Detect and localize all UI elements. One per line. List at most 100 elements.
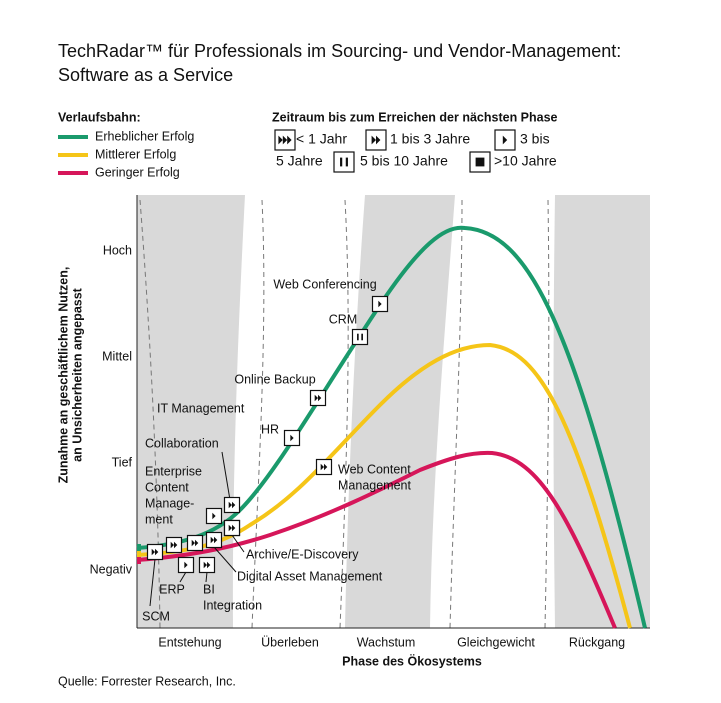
icon-arrow — [195, 539, 199, 547]
icon-arrow — [314, 394, 318, 402]
marker — [137, 557, 141, 564]
technology-label: Management — [338, 478, 411, 492]
technology-label: BI — [203, 582, 215, 596]
marker — [137, 544, 141, 551]
x-label: Überleben — [261, 635, 319, 649]
legend-label: Geringer Erfolg — [95, 165, 180, 179]
icon-arrow — [207, 561, 211, 569]
technology-label: Content — [145, 480, 189, 494]
icon-arrow — [318, 394, 322, 402]
icon-square — [475, 157, 485, 167]
x-label: Entstehung — [158, 635, 221, 649]
technology-label: Archive/E-Discovery — [246, 547, 359, 561]
icon-arrow — [376, 135, 381, 145]
y-axis-title: an Unsicherheiten angepasst — [70, 287, 84, 462]
technology-label: Digital Asset Management — [237, 569, 383, 583]
technology-label: CRM — [329, 312, 357, 326]
icon-box — [333, 151, 355, 173]
leader-line — [149, 558, 156, 607]
icon-arrow — [287, 135, 292, 145]
time-legend-label: 5 Jahre — [276, 153, 323, 169]
time-legend-label: 5 bis 10 Jahre — [360, 153, 448, 169]
time-legend-label: 1 bis 3 Jahre — [390, 131, 470, 147]
phase-icon — [333, 151, 355, 173]
technology-label: ment — [145, 512, 173, 526]
marker — [137, 551, 141, 557]
subtitle: Software as a Service — [58, 65, 233, 85]
legend-title: Verlaufsbahn: — [58, 110, 141, 124]
phase-icon — [371, 295, 389, 313]
y-axis-title: Zunahme an geschäftlichem Nutzen, — [56, 267, 70, 484]
technology-label: SCM — [142, 609, 170, 623]
phase-icon — [198, 556, 216, 574]
leader-line — [205, 571, 208, 583]
icon-arrow — [210, 536, 214, 544]
time-legend-label: >10 Jahre — [494, 153, 557, 169]
technology-label: Enterprise — [145, 464, 202, 478]
technology-label: Online Backup — [234, 372, 315, 386]
phase-icon — [309, 389, 327, 407]
phase-icon — [365, 129, 387, 151]
icon-bar — [357, 333, 359, 341]
icon-arrow — [191, 539, 195, 547]
phase-icon — [165, 536, 183, 554]
phase-icon — [223, 496, 241, 514]
icon-bar — [361, 333, 363, 341]
leader-line — [179, 571, 187, 583]
time-legend-label: 3 bis — [520, 131, 550, 147]
icon-bar — [340, 157, 343, 167]
technology-label: Integration — [203, 598, 262, 612]
time-legend-title: Zeitraum bis zum Erreichen der nächsten … — [272, 110, 558, 124]
icon-arrow — [324, 463, 328, 471]
technology-label: Collaboration — [145, 436, 219, 450]
icon-bar — [345, 157, 348, 167]
phase-icon — [351, 328, 369, 346]
x-label: Gleichgewicht — [457, 635, 535, 649]
y-label: Tief — [112, 455, 133, 469]
icon-arrow — [155, 548, 159, 556]
phase-icon — [274, 129, 296, 151]
icon-arrow — [378, 300, 382, 308]
title: TechRadar™ für Professionals im Sourcing… — [58, 41, 621, 61]
icon-arrow — [232, 524, 236, 532]
icon-arrow — [371, 135, 376, 145]
x-label: Wachstum — [357, 635, 416, 649]
icon-arrow — [170, 541, 174, 549]
time-legend-label: < 1 Jahr — [296, 131, 347, 147]
y-label: Negativ — [90, 562, 133, 576]
leader-line — [213, 546, 237, 573]
icon-arrow — [212, 512, 216, 520]
technology-label: ERP — [159, 582, 185, 596]
source: Quelle: Forrester Research, Inc. — [58, 674, 236, 688]
phase-icon — [315, 458, 333, 476]
x-label: Rückgang — [569, 635, 625, 649]
icon-arrow — [228, 524, 232, 532]
icon-arrow — [502, 135, 508, 145]
icon-arrow — [278, 135, 283, 145]
phase-icon — [469, 151, 491, 173]
phase-icon — [177, 556, 195, 574]
icon-arrow — [174, 541, 178, 549]
phase-icon — [223, 519, 241, 537]
technology-label: Web Conferencing — [273, 277, 376, 291]
legend-label: Erheblicher Erfolg — [95, 129, 194, 143]
icon-arrow — [320, 463, 324, 471]
legend-label: Mittlerer Erfolg — [95, 147, 176, 161]
technology-label: Manage- — [145, 496, 194, 510]
phase-icon — [494, 129, 516, 151]
phase-icon — [186, 534, 204, 552]
icon-box — [351, 328, 369, 346]
icon-arrow — [203, 561, 207, 569]
icon-arrow — [151, 548, 155, 556]
technology-label: HR — [261, 422, 279, 436]
phase-icon — [146, 543, 164, 561]
phase-icon — [205, 531, 223, 549]
y-label: Hoch — [103, 243, 132, 257]
phase-icon — [205, 507, 223, 525]
x-axis-title: Phase des Ökosystems — [342, 653, 482, 668]
icon-arrow — [184, 561, 188, 569]
y-label: Mittel — [102, 349, 132, 363]
icon-arrow — [282, 135, 288, 145]
technology-label: IT Management — [157, 401, 245, 415]
